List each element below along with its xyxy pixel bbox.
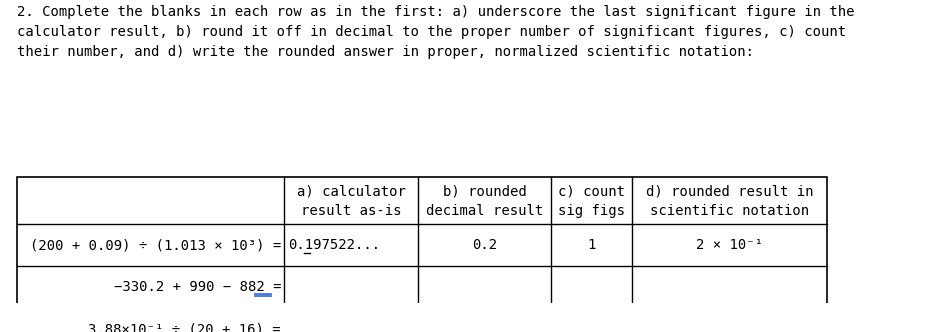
Text: (200 + 0.09) ÷ (1.013 × 10³) =: (200 + 0.09) ÷ (1.013 × 10³) = [30, 238, 281, 252]
Text: 3.88×10⁻¹ ÷ (20 + 16) =: 3.88×10⁻¹ ÷ (20 + 16) = [89, 322, 281, 332]
Text: 1: 1 [588, 238, 596, 252]
Text: 0.2: 0.2 [472, 238, 497, 252]
Text: 2. Complete the blanks in each row as in the first: a) underscore the last signi: 2. Complete the blanks in each row as in… [17, 5, 854, 59]
Text: 0.197522...: 0.197522... [289, 238, 380, 252]
Text: a) calculator
result as-is: a) calculator result as-is [296, 184, 406, 218]
Text: −330.2 + 990 − 882 =: −330.2 + 990 − 882 = [113, 280, 281, 294]
Text: b) rounded
decimal result: b) rounded decimal result [426, 184, 544, 218]
Text: c) count
sig figs: c) count sig figs [559, 184, 626, 218]
Bar [17, 177, 827, 332]
Text: d) rounded result in
scientific notation: d) rounded result in scientific notation [646, 184, 814, 218]
Text: 2 × 10⁻¹: 2 × 10⁻¹ [696, 238, 763, 252]
